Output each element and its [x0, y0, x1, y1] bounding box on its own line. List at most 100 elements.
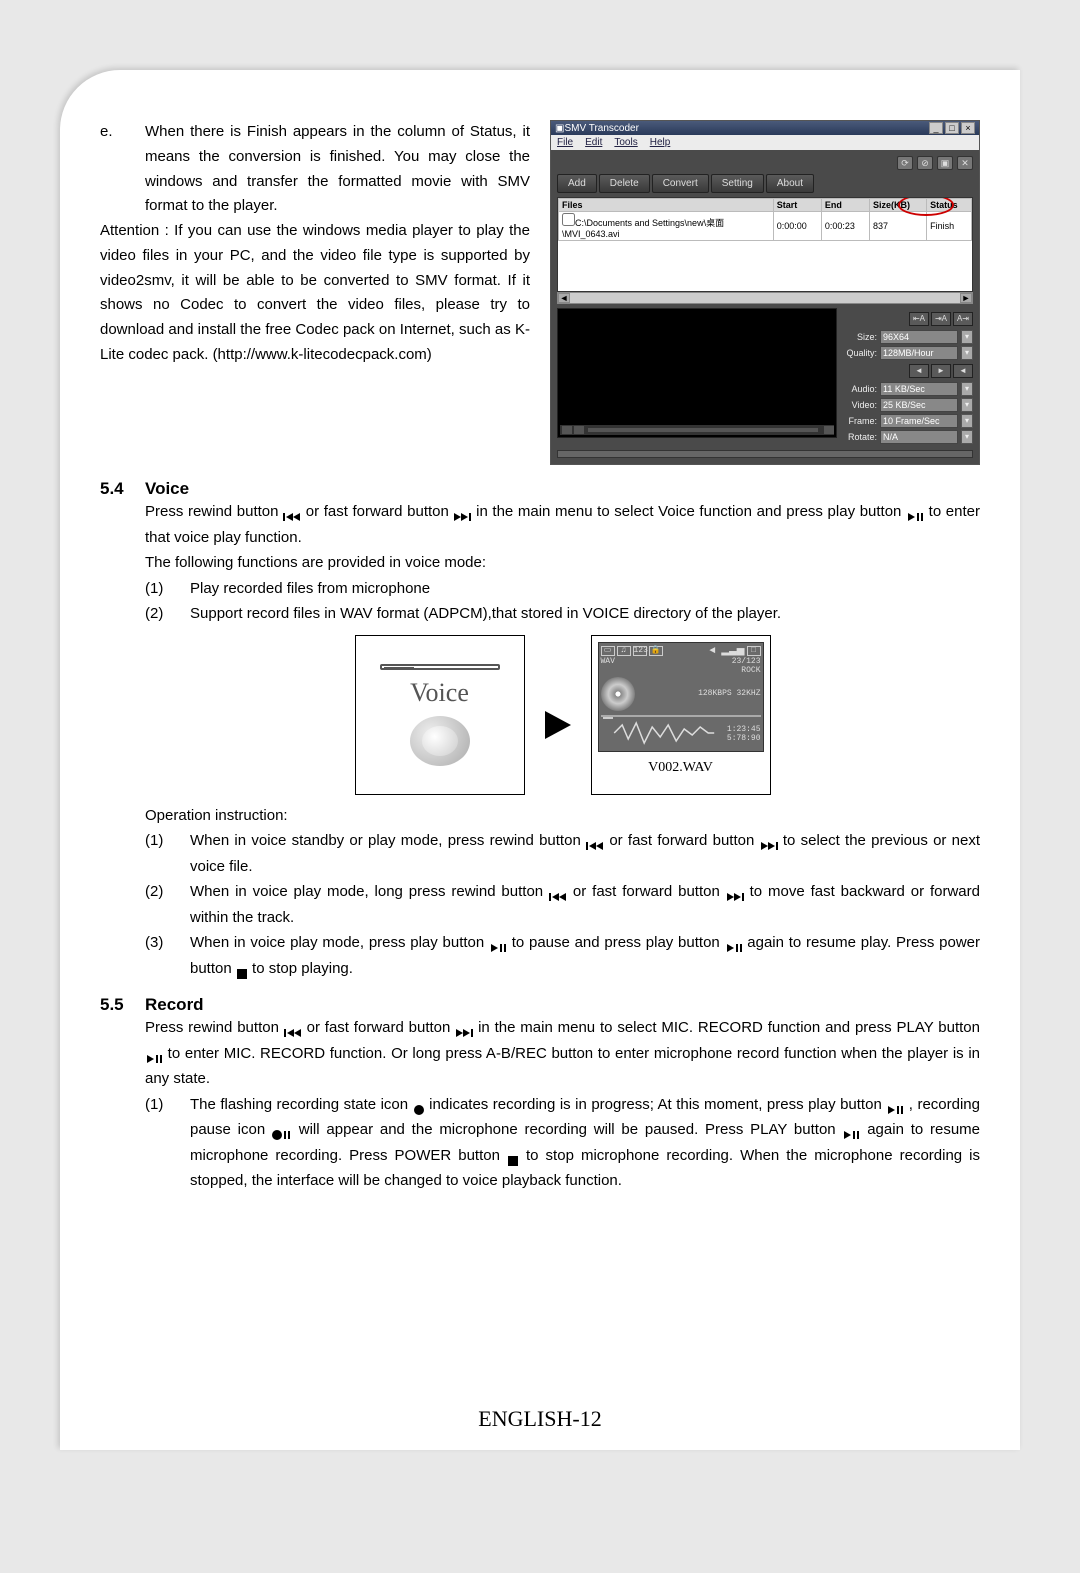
t: to pause and press play button: [512, 934, 725, 951]
mode-a-icon[interactable]: ⇤A: [909, 312, 929, 326]
video-dropdown-icon[interactable]: ▾: [961, 398, 973, 412]
record-pause-icon: [272, 1124, 292, 1136]
min-icon[interactable]: ⊘: [917, 156, 933, 170]
close-icon[interactable]: ✕: [957, 156, 973, 170]
cell-path: C:\Documents and Settings\new\桌面\MVI_064…: [562, 218, 724, 239]
cell-size: 837: [869, 212, 926, 241]
menu-edit[interactable]: Edit: [585, 137, 602, 148]
convert-button[interactable]: Convert: [652, 174, 709, 193]
play-pause-icon: [886, 1099, 904, 1111]
menu-tools[interactable]: Tools: [614, 137, 637, 148]
fast-forward-icon: [760, 835, 778, 847]
n3: (3): [145, 930, 190, 981]
table-row[interactable]: C:\Documents and Settings\new\桌面\MVI_064…: [559, 212, 972, 241]
t: The flashing recording state icon: [190, 1096, 413, 1113]
menu-file[interactable]: File: [557, 137, 573, 148]
preview-end-icon[interactable]: [824, 426, 834, 434]
stop-icon: [236, 963, 248, 975]
col-files: Files: [559, 199, 774, 212]
lcd-time2: 5:78:90: [727, 734, 761, 743]
video-preview: [557, 308, 837, 438]
repeat-icon: □: [747, 646, 761, 656]
voice-menu-label: Voice: [410, 678, 469, 708]
menu-help[interactable]: Help: [650, 137, 671, 148]
size-dropdown-icon[interactable]: ▾: [961, 330, 973, 344]
n1: (1): [145, 828, 190, 879]
vol-icon: ◄ ▂▃▅: [709, 645, 744, 657]
section-title: Voice: [145, 479, 189, 499]
record-icon: [413, 1099, 425, 1111]
snd-a-icon[interactable]: ◄: [909, 364, 929, 378]
num-icon: 123: [633, 646, 647, 656]
voice-lcd-panel: ▭ ♫ 123 🔒 ◄ ▂▃▅ □ WAV 23/123: [591, 635, 771, 795]
about-button[interactable]: About: [766, 174, 814, 193]
t: or fast forward button: [307, 1019, 456, 1036]
lcd-info: 128KBPS 32KHZ: [639, 689, 761, 698]
fast-forward-icon: [453, 506, 471, 518]
transcoder-toolbar: Add Delete Convert Setting About: [557, 174, 973, 193]
play-pause-icon: [145, 1048, 163, 1060]
settings-panel: ⇤A ⇥A A⇥ Size: 96X64 ▾ Quality:: [843, 308, 973, 446]
lcd-mode: ROCK: [741, 666, 760, 675]
preview-stop-icon[interactable]: [574, 426, 584, 434]
fast-forward-icon: [726, 886, 744, 898]
t: or fast forward button: [306, 503, 454, 520]
rec1: The flashing recording state icon indica…: [190, 1092, 980, 1194]
preview-playbar[interactable]: [560, 425, 834, 435]
setting-button[interactable]: Setting: [711, 174, 764, 193]
rotate-dropdown-icon[interactable]: ▾: [961, 430, 973, 444]
transcoder-title: SMV Transcoder: [564, 123, 927, 134]
n2: (2): [145, 879, 190, 930]
add-button[interactable]: Add: [557, 174, 597, 193]
frame-value: 10 Frame/Sec: [880, 414, 958, 428]
transcoder-window: ▣ SMV Transcoder _ □ × File Edit Tools H…: [550, 120, 980, 465]
t: When in voice standby or play mode, pres…: [190, 832, 586, 849]
frame-dropdown-icon[interactable]: ▾: [961, 414, 973, 428]
play-pause-icon: [489, 937, 507, 949]
col-start: Start: [773, 199, 821, 212]
top-paragraphs: e. When there is Finish appears in the c…: [100, 120, 530, 465]
mode-b-icon[interactable]: ⇥A: [931, 312, 951, 326]
quality-label: Quality:: [843, 348, 877, 358]
scroll-left-icon[interactable]: ◄: [558, 293, 570, 303]
audio-dropdown-icon[interactable]: ▾: [961, 382, 973, 396]
preview-track[interactable]: [588, 428, 818, 432]
lcd-filename: V002.WAV: [598, 760, 764, 776]
quality-dropdown-icon[interactable]: ▾: [961, 346, 973, 360]
lcd-bitrate: 128KBPS 32KHZ: [639, 689, 761, 698]
row-checkbox[interactable]: [562, 213, 575, 226]
col-end: End: [821, 199, 869, 212]
t: in the main menu to select MIC. RECORD f…: [478, 1019, 980, 1036]
t: When in voice play mode, press play butt…: [190, 934, 489, 951]
conversion-progress: [557, 450, 973, 458]
maximize-button[interactable]: □: [945, 122, 959, 134]
scroll-right-icon[interactable]: ►: [960, 293, 972, 303]
delete-button[interactable]: Delete: [599, 174, 650, 193]
disc-icon: [601, 677, 635, 711]
mode-c-icon[interactable]: A⇥: [953, 312, 973, 326]
stop-icon: [507, 1150, 519, 1162]
battery-icon: ▭: [601, 646, 615, 656]
frame-label: Frame:: [843, 416, 877, 426]
t: in the main menu to select Voice functio…: [476, 503, 906, 520]
list-letter-e: e.: [100, 120, 145, 219]
record-list: (1) The flashing recording state icon in…: [145, 1092, 980, 1194]
op1: When in voice standby or play mode, pres…: [190, 828, 980, 879]
voice-op-list: (1) When in voice standby or play mode, …: [145, 828, 980, 981]
snd-c-icon[interactable]: ◄: [953, 364, 973, 378]
max-icon[interactable]: ▣: [937, 156, 953, 170]
transcoder-body: ⟳ ⊘ ▣ ✕ Add Delete Convert Setting About: [551, 150, 979, 464]
lcd-fmt: WAV: [601, 657, 615, 666]
para-attention: Attention : If you can use the windows m…: [100, 219, 530, 368]
app-icon: ▣: [555, 123, 564, 134]
preview-play-icon[interactable]: [562, 426, 572, 434]
minimize-button[interactable]: _: [929, 122, 943, 134]
waveform-icon: [601, 719, 727, 750]
file-table: Files Start End Size(KB) Status C:\Docum…: [557, 197, 973, 292]
cell-end: 0:00:23: [821, 212, 869, 241]
section-5-5-heading: 5.5 Record: [100, 995, 980, 1015]
snd-b-icon[interactable]: ►: [931, 364, 951, 378]
close-button[interactable]: ×: [961, 122, 975, 134]
horizontal-scrollbar[interactable]: ◄ ►: [557, 292, 973, 304]
refresh-icon[interactable]: ⟳: [897, 156, 913, 170]
